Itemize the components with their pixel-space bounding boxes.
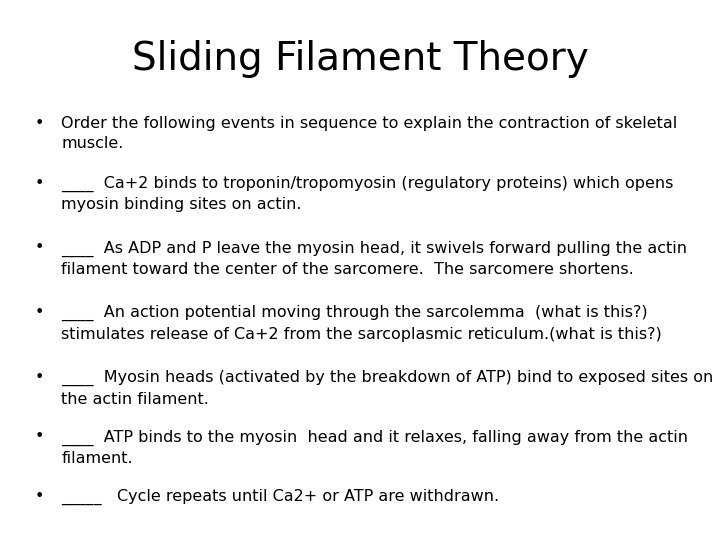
Text: ____  Myosin heads (activated by the breakdown of ATP) bind to exposed sites on
: ____ Myosin heads (activated by the brea…	[61, 370, 714, 407]
Text: •: •	[35, 116, 45, 131]
Text: •: •	[35, 240, 45, 255]
Text: •: •	[35, 429, 45, 444]
Text: Sliding Filament Theory: Sliding Filament Theory	[132, 40, 588, 78]
Text: ____  As ADP and P leave the myosin head, it swivels forward pulling the actin
f: ____ As ADP and P leave the myosin head,…	[61, 240, 687, 277]
Text: •: •	[35, 370, 45, 385]
Text: •: •	[35, 489, 45, 504]
Text: _____   Cycle repeats until Ca2+ or ATP are withdrawn.: _____ Cycle repeats until Ca2+ or ATP ar…	[61, 489, 500, 505]
Text: ____  Ca+2 binds to troponin/tropomyosin (regulatory proteins) which opens
myosi: ____ Ca+2 binds to troponin/tropomyosin …	[61, 176, 674, 212]
Text: Order the following events in sequence to explain the contraction of skeletal
mu: Order the following events in sequence t…	[61, 116, 678, 152]
Text: ____  An action potential moving through the sarcolemma  (what is this?)
stimula: ____ An action potential moving through …	[61, 305, 662, 342]
Text: •: •	[35, 305, 45, 320]
Text: ____  ATP binds to the myosin  head and it relaxes, falling away from the actin
: ____ ATP binds to the myosin head and it…	[61, 429, 688, 466]
Text: •: •	[35, 176, 45, 191]
